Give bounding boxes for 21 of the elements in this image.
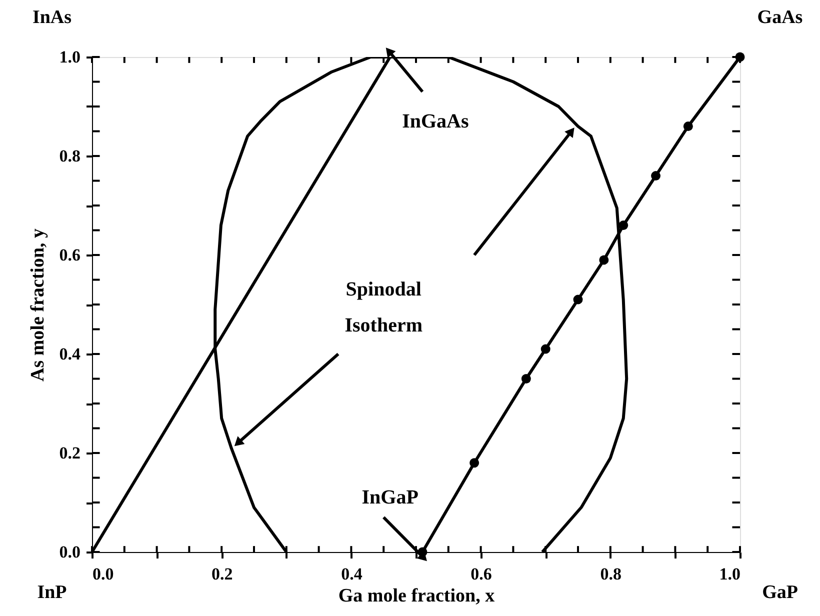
y-tick-label: 0.2 xyxy=(59,444,80,462)
x-tick-label: 0.0 xyxy=(92,564,114,584)
text: GaAs xyxy=(757,7,803,28)
text: InP xyxy=(37,582,68,603)
y-tick-label: 0.6 xyxy=(59,246,80,264)
x-tick-label: 0.4 xyxy=(341,564,363,584)
y-axis-title: As mole fraction, y xyxy=(27,228,48,382)
annotation: InGaP xyxy=(362,486,418,509)
text: InAs xyxy=(32,7,72,28)
y-tick-label: 1.0 xyxy=(59,48,80,66)
y-tick-label: 0.4 xyxy=(59,344,81,364)
x-tick-label: 0.8 xyxy=(600,564,622,584)
annotation: InGaAs xyxy=(402,110,469,132)
text: GaP xyxy=(762,582,798,603)
x-tick-label: 1.0 xyxy=(719,564,740,584)
x-axis-title: Ga mole fraction, x xyxy=(338,586,496,606)
x-tick-label: 0.6 xyxy=(470,564,492,584)
y-tick-label: 0.8 xyxy=(59,146,80,166)
annotation: Spinodal Isotherm xyxy=(344,278,423,337)
y-tick-label: 0.0 xyxy=(59,542,80,562)
x-tick-label: 0.2 xyxy=(211,564,233,584)
